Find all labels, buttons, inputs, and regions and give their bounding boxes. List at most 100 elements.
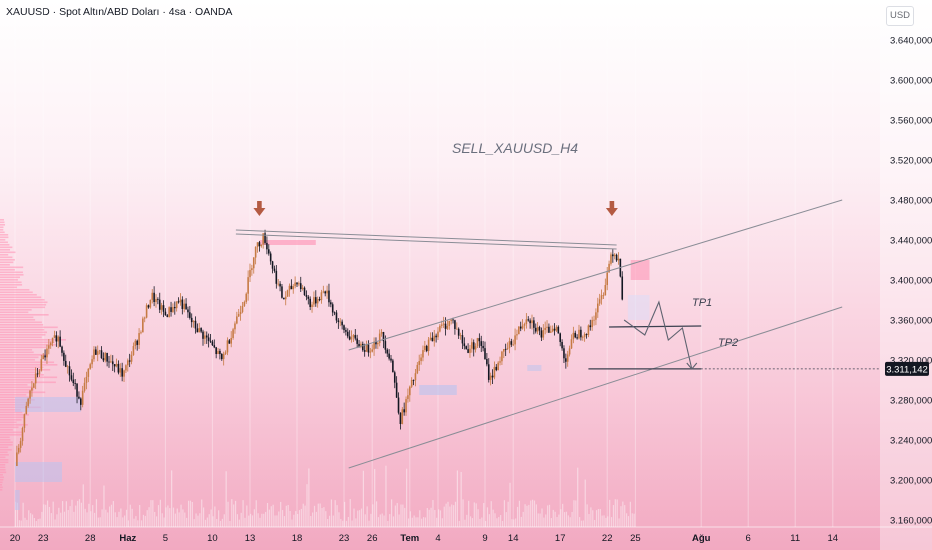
candle-body [247, 277, 249, 294]
volume-bar [592, 510, 594, 527]
candle-body [301, 287, 304, 290]
volume-bar [454, 501, 457, 527]
volume-profile-bar [0, 489, 3, 491]
candle-body [363, 350, 366, 352]
x-tick-label: 4 [435, 533, 440, 544]
volume-bar [620, 506, 622, 527]
volume-profile-bar [0, 314, 49, 316]
volume-profile-bar [0, 361, 55, 364]
candle-body [471, 342, 473, 349]
candle-body [187, 309, 189, 313]
candle-body [570, 339, 573, 349]
candle-body [516, 334, 518, 336]
volume-bar [312, 512, 314, 527]
candle-body [439, 325, 441, 332]
volume-bar [259, 517, 261, 527]
candle-body [613, 254, 616, 257]
volume-bar [63, 511, 66, 527]
candle-body [384, 341, 387, 350]
candle-body [375, 341, 377, 345]
candle-body [110, 361, 112, 363]
volume-profile-bar [0, 369, 51, 371]
x-tick-label: 23 [38, 533, 49, 544]
volume-bar [171, 470, 173, 527]
candle-body [476, 338, 479, 347]
candle-body [390, 358, 392, 361]
candle-body [425, 345, 428, 351]
candle-body [386, 349, 389, 354]
candle-body [155, 299, 157, 302]
y-tick-label: 3.440,000 [890, 236, 932, 247]
candles [16, 229, 624, 467]
volume-bar [475, 503, 477, 527]
volume-bar [375, 501, 378, 527]
candle-body [424, 345, 426, 351]
candle-body [29, 390, 31, 399]
y-tick-label: 3.320,000 [890, 356, 932, 367]
chart-annotation-title: SELL_XAUUSD_H4 [452, 140, 578, 156]
volume-profile-bar [0, 226, 4, 229]
candle-body [200, 328, 202, 332]
volume-bar [263, 513, 265, 527]
candle-body [472, 342, 475, 350]
volume-profile-bar [0, 264, 10, 266]
volume-profile-bar [0, 274, 24, 276]
volume-bar [77, 500, 79, 527]
volume-bar [28, 510, 30, 527]
volume-bar [116, 517, 118, 527]
volume-bar [573, 500, 575, 527]
volume-bar [300, 508, 302, 527]
volume-bar [616, 499, 618, 527]
candle-body [457, 328, 460, 336]
volume-bar [33, 517, 35, 527]
volume-bar [511, 519, 513, 527]
candle-body [175, 301, 178, 309]
volume-bar [233, 504, 235, 527]
candle-body [128, 360, 131, 362]
currency-selector[interactable]: USD [886, 6, 914, 26]
candle-body [44, 355, 46, 358]
volume-bar [372, 504, 374, 527]
chart-title-symbol[interactable]: XAUUSD · Spot Altın/ABD Doları · 4sa · O… [6, 6, 233, 18]
volume-profile-bar [0, 461, 9, 464]
candle-body [480, 341, 483, 346]
candle-body [100, 350, 103, 359]
candle-body [487, 364, 490, 380]
volume-bar [481, 517, 483, 527]
volume-bar [203, 507, 205, 527]
volume-profile-bar [0, 259, 15, 261]
volume-bar [255, 500, 257, 527]
volume-bar [199, 513, 201, 527]
volume-bar [562, 503, 564, 527]
volume-bar [379, 514, 381, 527]
y-tick-label: 3.280,000 [890, 396, 932, 407]
y-tick-label: 3.400,000 [890, 276, 932, 287]
volume-bar [62, 501, 64, 527]
volume-profile-bar [0, 326, 58, 329]
volume-bar [537, 513, 539, 527]
volume-bar [430, 507, 432, 527]
candle-body [371, 349, 373, 352]
volume-bar [219, 520, 222, 527]
volume-bar [135, 516, 137, 527]
volume-profile-bar [0, 256, 13, 259]
candle-body [177, 301, 180, 303]
volume-profile-bar [0, 454, 9, 456]
volume-bar [513, 519, 515, 527]
volume-profile-bar [0, 374, 44, 376]
volume-bar [20, 520, 22, 527]
candle-body [198, 328, 201, 333]
resistance-line-inner [235, 233, 617, 250]
volume-bar [456, 470, 458, 527]
volume-bar [99, 517, 101, 527]
y-tick-label: 3.200,000 [890, 476, 932, 487]
volume-bar [580, 520, 583, 527]
candle-body [348, 336, 351, 340]
candle-body [196, 328, 199, 333]
volume-bar [101, 509, 103, 527]
candle-body [142, 318, 144, 333]
volume-bar [516, 506, 519, 527]
candle-body [501, 351, 503, 362]
volume-bar [530, 500, 532, 527]
